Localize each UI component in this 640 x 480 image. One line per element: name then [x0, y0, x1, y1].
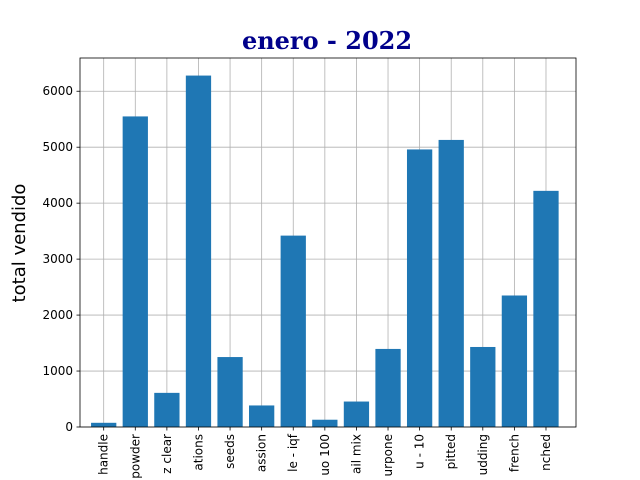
bar — [185, 75, 212, 428]
x-tick-label: le - iqf — [286, 433, 300, 472]
x-tick-label: french — [507, 434, 521, 472]
y-tick-label: 6000 — [42, 84, 73, 98]
bars — [91, 75, 559, 428]
x-tick-label: seeds — [223, 434, 237, 469]
y-tick-label: 5000 — [42, 140, 73, 154]
bar — [438, 139, 464, 427]
bar — [154, 392, 180, 427]
x-tick-label: nched — [539, 434, 553, 471]
x-tick-label: uo 100 — [318, 434, 332, 476]
bar — [91, 422, 117, 427]
y-tick-label: 0 — [65, 420, 73, 434]
y-tick-label: 1000 — [42, 364, 73, 378]
y-axis-label: total vendido — [9, 184, 30, 303]
bar — [122, 116, 148, 427]
bar — [406, 149, 433, 427]
x-tick-label: powder — [128, 434, 142, 479]
x-tick-label: ations — [191, 434, 205, 471]
x-tick-label: udding — [476, 434, 490, 475]
x-tick-label: u - 10 — [413, 434, 427, 469]
y-tick-label: 3000 — [42, 252, 73, 266]
x-tick-label: urpone — [381, 434, 395, 477]
bar — [217, 357, 243, 427]
plot-frame — [79, 57, 577, 428]
x-tick-label: handle — [97, 434, 111, 475]
grid-lines — [80, 58, 576, 428]
x-tick-label: z clear — [160, 434, 174, 474]
x-tick-label: pitted — [444, 434, 458, 469]
bar — [312, 419, 338, 427]
chart-title: enero - 2022 — [242, 26, 412, 55]
y-tick-label: 2000 — [42, 308, 73, 322]
bar — [343, 401, 370, 427]
x-tick-label: ail mix — [349, 434, 363, 474]
y-axis-ticks: 0 1000 2000 3000 4000 5000 6000 — [42, 84, 80, 434]
x-tick-label: assion — [255, 434, 269, 472]
x-axis-ticks: handle powder z clear ations seeds assion le -… — [97, 427, 553, 479]
bar — [533, 190, 559, 427]
y-tick-label: 4000 — [42, 196, 73, 210]
bar — [470, 346, 496, 427]
bar — [280, 235, 306, 427]
bar — [501, 295, 528, 427]
bar — [375, 348, 401, 427]
bar — [249, 405, 275, 427]
